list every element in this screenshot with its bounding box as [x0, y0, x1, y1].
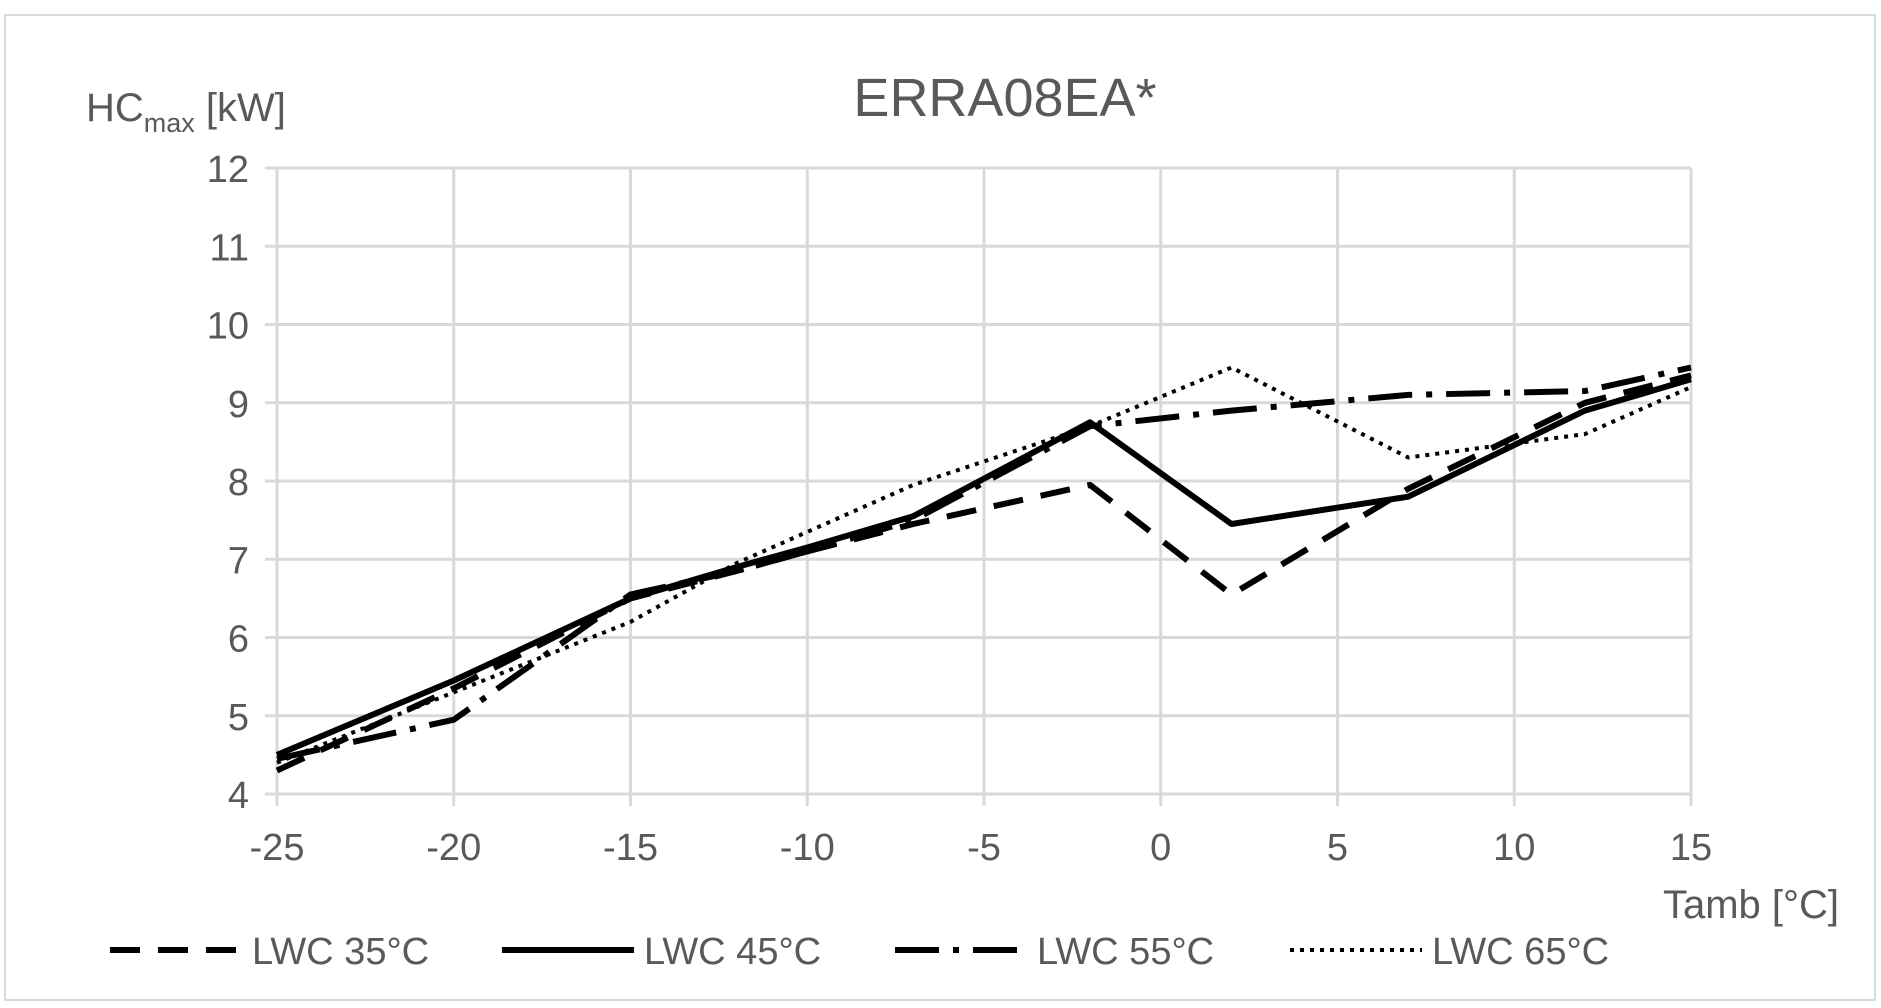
- x-tick-label: -15: [603, 827, 658, 869]
- y-axis-label-subscript: max: [144, 108, 196, 138]
- legend-label: LWC 55°C: [1037, 931, 1214, 973]
- series-line-3: [276, 364, 1692, 762]
- gridlines: [265, 166, 1693, 806]
- y-tick-label: 4: [228, 775, 249, 817]
- legend-label: LWC 35°C: [252, 931, 429, 973]
- y-axis-label-unit: [kW]: [195, 86, 286, 130]
- x-tick-label: 15: [1670, 827, 1712, 869]
- series-lines: [275, 364, 1692, 774]
- series-line-1: [275, 372, 1692, 774]
- x-axis-label: Tamb [°C]: [1663, 883, 1839, 927]
- x-tick-label: -25: [250, 827, 305, 869]
- y-tick-label: 12: [207, 149, 249, 191]
- legend-label: LWC 45°C: [644, 931, 821, 973]
- x-tick-label: 5: [1327, 827, 1348, 869]
- series-line-4: [276, 365, 1692, 765]
- y-axis-ticks: 4 5 6 7 8 9 10 11 12: [207, 149, 249, 817]
- y-tick-label: 8: [228, 462, 249, 504]
- y-tick-label: 5: [228, 697, 249, 739]
- x-tick-label: 10: [1493, 827, 1535, 869]
- x-tick-label: 0: [1150, 827, 1171, 869]
- x-axis-ticks: -25 -20 -15 -10 -5 0 5 10 15: [250, 827, 1713, 869]
- y-tick-label: 11: [210, 227, 249, 269]
- chart-title: ERRA08EA*: [853, 68, 1156, 128]
- legend: LWC 35°C LWC 45°C LWC 55°C LWC 65°C: [110, 931, 1609, 973]
- y-tick-label: 9: [228, 384, 249, 426]
- y-tick-label: 10: [207, 306, 249, 348]
- x-tick-label: -5: [967, 827, 1001, 869]
- y-tick-label: 6: [228, 619, 249, 661]
- y-tick-label: 7: [228, 540, 249, 582]
- x-tick-label: -20: [426, 827, 481, 869]
- legend-label: LWC 65°C: [1432, 931, 1609, 973]
- series-line-2: [275, 376, 1692, 758]
- x-tick-label: -10: [780, 827, 835, 869]
- y-axis-label-main: HC: [86, 86, 144, 130]
- y-axis-label: HCmax [kW]: [86, 86, 286, 138]
